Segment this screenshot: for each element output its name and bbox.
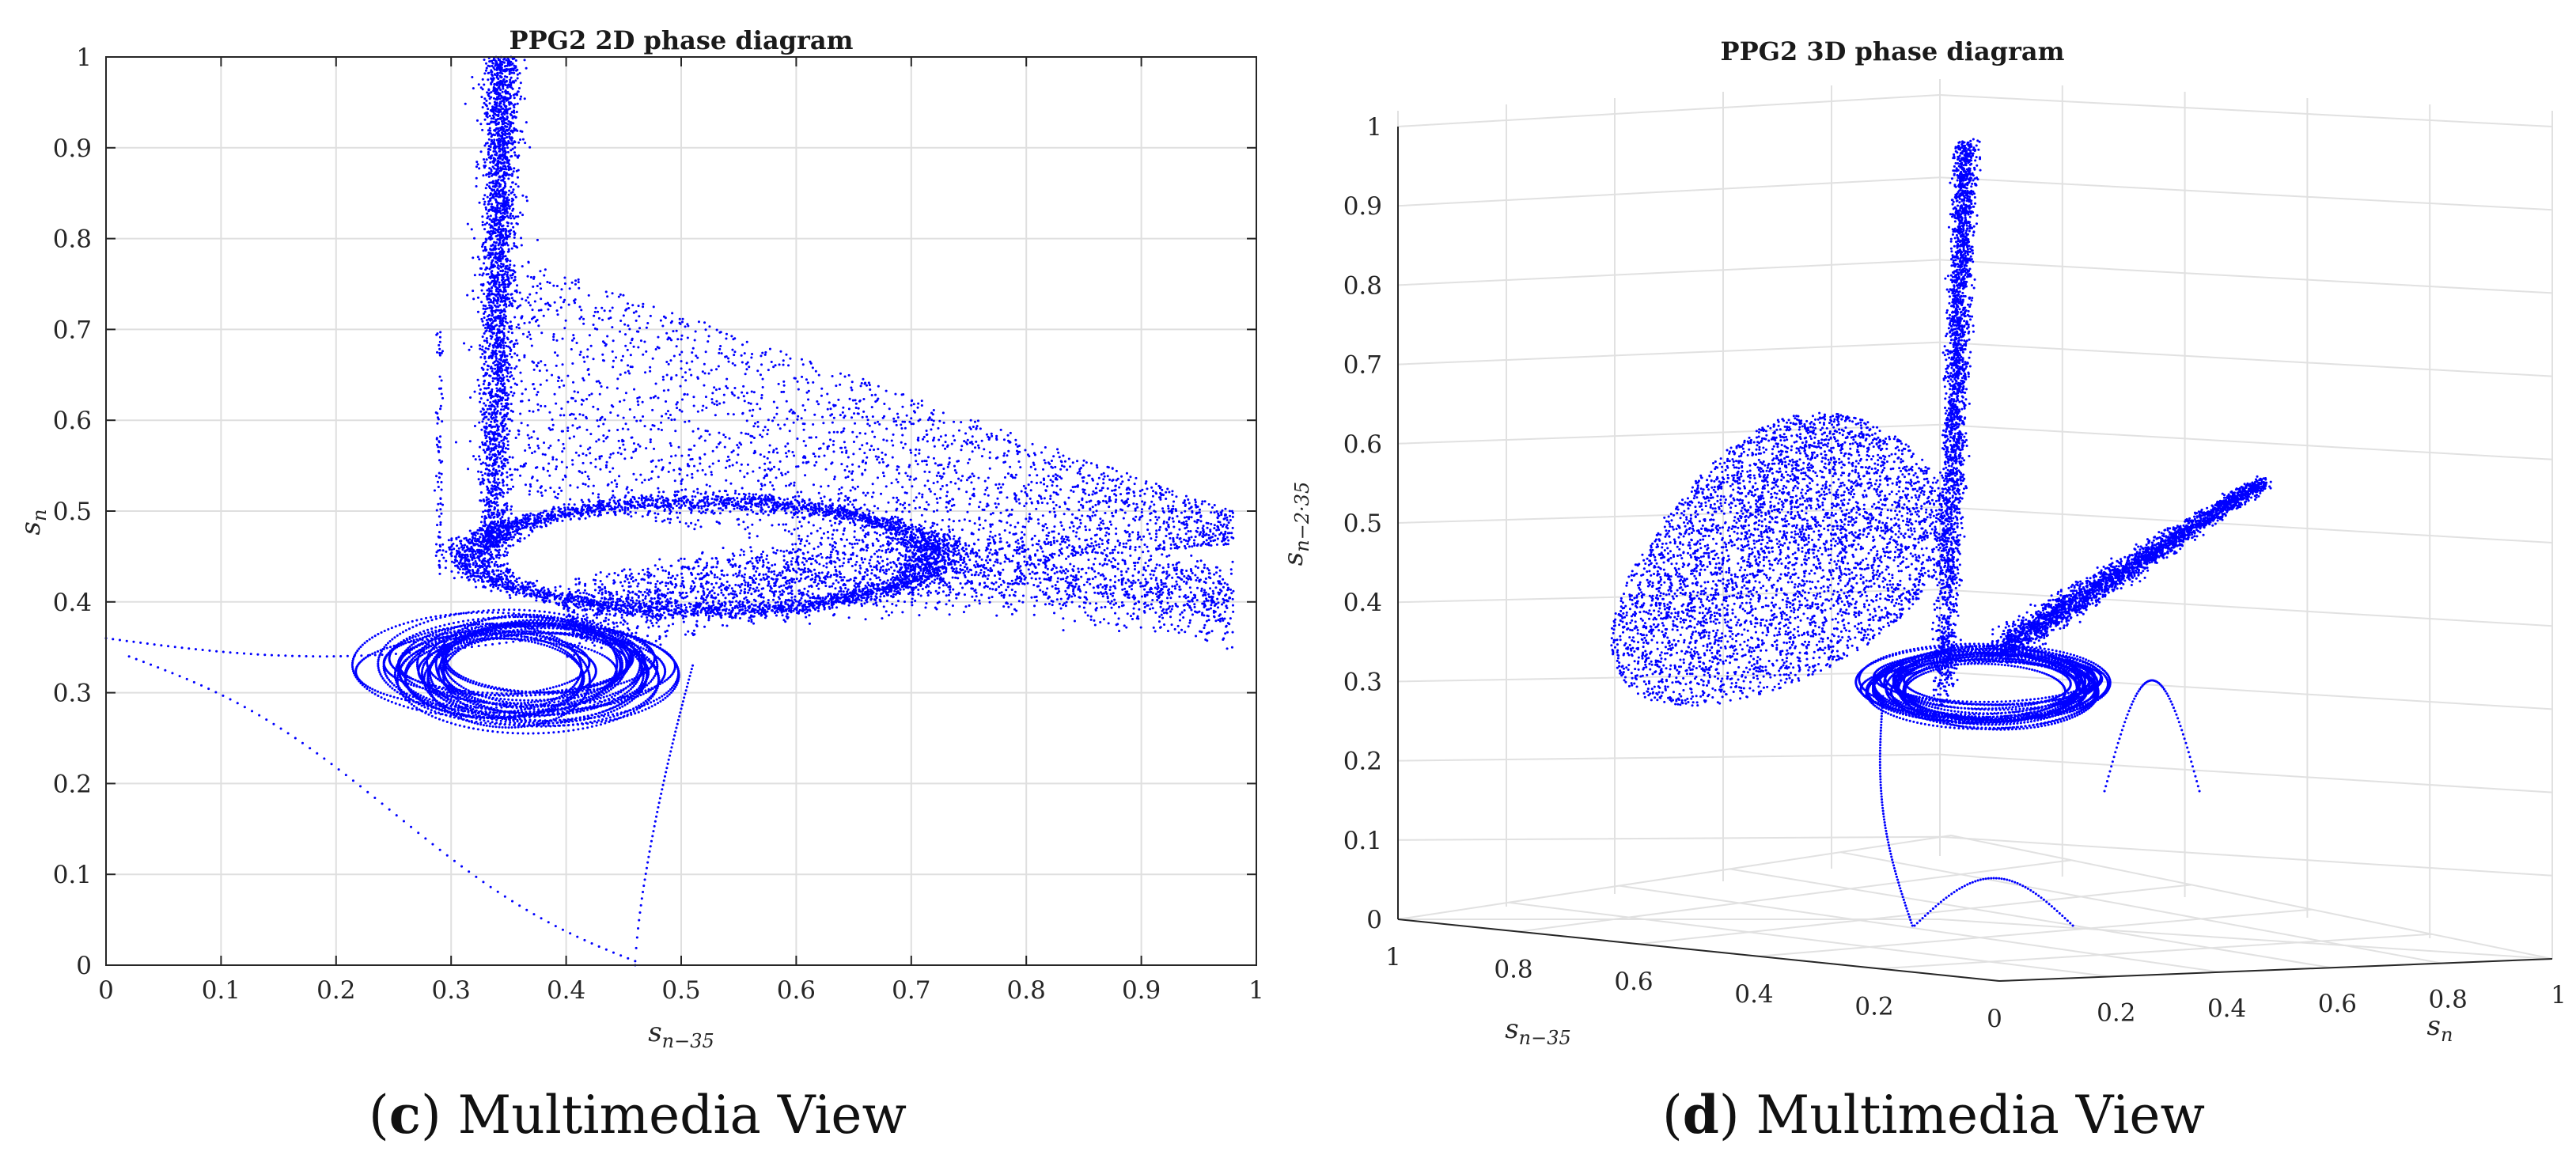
right-axis-tick-label: 0.6 (2318, 990, 2357, 1018)
scatter-3d-points (1610, 138, 2272, 927)
panel-2d: 0 0.1 0.2 0.3 0.4 0.5 0.6 0.7 0.8 0.9 1 0 0.1 0.2 0.3… (15, 25, 1264, 1052)
title-2d: PPG2 2D phase diagram (510, 25, 854, 55)
floor-gridline-a (1397, 835, 1952, 920)
z-tick-label: 0.8 (1343, 271, 1382, 300)
x-tick-label: 0.3 (432, 976, 471, 1005)
floor-gridline-a (1758, 908, 2313, 957)
y-tick-label: 0.5 (53, 498, 92, 526)
ticks-3d: 0 0.1 0.2 0.3 0.4 0.5 0.6 0.7 0.8 0.9 1 1 0.8 0.6 0.4 0… (1343, 113, 2567, 1033)
y-tick-label: 0.8 (53, 225, 92, 254)
z-tick-label: 0.5 (1343, 509, 1382, 538)
z-gridline (1397, 506, 2553, 544)
y-tick-label: 1 (76, 44, 92, 72)
x-tick-label: 0.7 (892, 976, 930, 1005)
floor-gridline-a (1638, 884, 2192, 945)
x-tick-label: 0.5 (661, 976, 700, 1005)
left-axis-tick-label: 1 (1385, 943, 1401, 972)
x-tick-label: 0.8 (1007, 976, 1046, 1005)
caption-c: (c) Multimedia View (369, 1084, 907, 1146)
y-tick-label: 0.2 (53, 770, 92, 798)
grid-2d (106, 57, 1256, 965)
x-ticks-2d: 0 0.1 0.2 0.3 0.4 0.5 0.6 0.7 0.8 0.9 1 (98, 57, 1264, 1005)
ylabel-2d: sn (15, 509, 51, 536)
xlabel-2d: sn−35 (648, 1017, 714, 1052)
z-tick-label: 0.6 (1343, 430, 1382, 459)
z-tick-label: 0.4 (1343, 589, 1382, 617)
floor-gridline-b (1950, 835, 2553, 960)
scatter-2d (104, 55, 1235, 967)
floor-gridline-b (1508, 901, 2110, 978)
y-tick-label: 0.7 (53, 316, 92, 344)
z-gridline (1397, 835, 2553, 877)
left-axis-tick-label: 0 (1987, 1005, 2002, 1033)
left-axis-tick-label: 0.8 (1494, 956, 1532, 984)
x-tick-label: 0 (98, 976, 114, 1005)
y-tick-label: 0 (76, 952, 92, 980)
z-tick-label: 0.1 (1343, 827, 1382, 855)
y-tick-label: 0.4 (53, 589, 92, 617)
z-tick-label: 1 (1366, 113, 1382, 142)
floor-gridline-a (1517, 859, 2072, 933)
z-gridline (1397, 423, 2553, 460)
left-axis-tick-label: 0.2 (1854, 992, 1893, 1021)
axis-right (1998, 958, 2553, 982)
z-gridline (1397, 589, 2553, 627)
right-axis-tick-label: 0.8 (2429, 986, 2468, 1014)
xlabel-3d: sn (2427, 1010, 2453, 1046)
y-tick-label: 0.3 (53, 680, 92, 708)
y-tick-label: 0.6 (53, 407, 92, 435)
panel-3d: 0 0.1 0.2 0.3 0.4 0.5 0.6 0.7 0.8 0.9 1 1 0.8 0.6 0.4 0… (1278, 36, 2567, 1049)
x-tick-label: 0.4 (547, 976, 585, 1005)
z-tick-label: 0 (1366, 906, 1382, 934)
x-tick-label: 0.9 (1122, 976, 1161, 1005)
scatter-2d-points (104, 55, 1235, 967)
x-tick-label: 0.1 (202, 976, 241, 1005)
z-gridline (1397, 753, 2553, 793)
title-3d: PPG2 3D phase diagram (1721, 36, 2065, 66)
left-axis-tick-label: 0.6 (1614, 968, 1653, 996)
floor-gridline-b (1840, 851, 2442, 964)
caption-d: (d) Multimedia View (1662, 1084, 2205, 1146)
right-axis-tick-label: 1 (2551, 981, 2567, 1009)
z-tick-label: 0.9 (1343, 192, 1382, 221)
zlabel-3d: sn−2·35 (1278, 482, 1313, 566)
z-gridline (1397, 341, 2553, 377)
z-tick-label: 0.2 (1343, 748, 1382, 776)
right-axis-tick-label: 0.2 (2097, 998, 2135, 1027)
axis-left (1397, 918, 2000, 982)
floor-gridline-b (1619, 884, 2221, 973)
left-axis-tick-label: 0.4 (1734, 980, 1773, 1009)
z-gridline (1397, 93, 2553, 127)
y-tick-label: 0.1 (53, 861, 92, 889)
x-tick-label: 1 (1248, 976, 1264, 1005)
axes-walls-3d (1397, 79, 2553, 982)
y-ticks-2d: 0 0.1 0.2 0.3 0.4 0.5 0.6 0.7 0.8 0.9 1 (53, 44, 1256, 980)
floor-gridline-a (1878, 933, 2433, 970)
right-axis-tick-label: 0.4 (2207, 994, 2246, 1023)
ylabel-3d: sn−35 (1505, 1013, 1571, 1049)
z-tick-label: 0.7 (1343, 351, 1382, 380)
z-gridline (1397, 671, 2553, 710)
scatter-3d (1610, 138, 2272, 927)
z-tick-label: 0.3 (1343, 668, 1382, 696)
y-tick-label: 0.9 (53, 134, 92, 163)
floor-gridline-b (1729, 868, 2332, 969)
x-tick-label: 0.2 (316, 976, 355, 1005)
x-tick-label: 0.6 (777, 976, 816, 1005)
